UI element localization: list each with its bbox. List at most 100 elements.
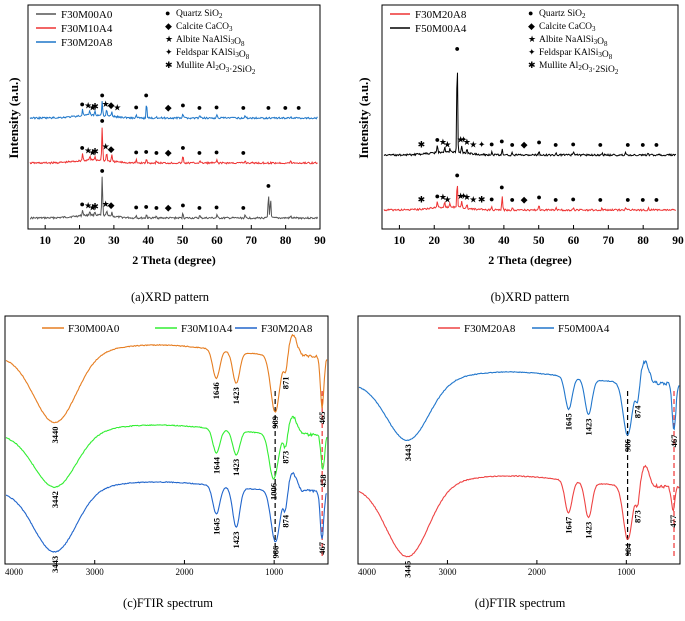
band-label: 1423 [584, 419, 594, 436]
phase-marker: ● [536, 137, 541, 147]
phase-marker: ★ [102, 99, 110, 109]
ftir-panel-c: 4000 3000 2000 1000 3440 1646 1423 989 871 465 F30… [4, 315, 329, 610]
x-tick-label: 90 [672, 235, 684, 247]
legend-label: F50M00A4 [558, 323, 610, 335]
y-axis-label: Intensity (a.u.) [6, 77, 21, 158]
x-tick-label: 60 [211, 235, 223, 247]
phase-marker: ● [180, 100, 185, 110]
phase-marker: ● [214, 147, 219, 157]
y-axis-label: Intensity (a.u.) [356, 77, 371, 158]
phase-marker: ◆ [165, 103, 172, 113]
phase-marker: ● [283, 103, 288, 113]
phase-marker: ★ [102, 141, 110, 151]
band-label: 1645 [211, 518, 221, 535]
legend-label: F30M10A4 [181, 323, 233, 335]
phase-marker: ● [266, 180, 271, 190]
x-tick-label: 40 [142, 235, 154, 247]
band-label: 984 [623, 543, 633, 557]
band-label: 989 [270, 416, 280, 429]
phase-marker: ★ [443, 140, 451, 150]
phase-marker: ◆ [108, 200, 115, 210]
ftir-series-line [5, 333, 328, 424]
phase-marker: ● [214, 202, 219, 212]
mineral-legend-symbol: ◆ [165, 21, 172, 31]
phase-marker: ✱ [478, 195, 486, 205]
x-tick-label: 4000 [5, 567, 24, 577]
caption: (d)FTIR spectrum [475, 596, 566, 610]
phase-marker: ★ [457, 191, 465, 201]
phase-marker: ● [455, 170, 460, 180]
phase-marker: ◆ [108, 100, 115, 110]
band-label: 1645 [564, 413, 574, 430]
mineral-legend-label: Albite NaAlSi3O8 [176, 35, 245, 48]
x-tick-label: 50 [533, 235, 545, 247]
ftir-series-line [5, 415, 328, 489]
phase-marker: ● [570, 139, 575, 149]
band-label: 873 [281, 451, 291, 464]
x-tick-label: 20 [74, 235, 86, 247]
band-label: 467 [317, 541, 327, 555]
phase-marker: ● [625, 195, 630, 205]
phase-marker: ★ [89, 103, 97, 113]
phase-marker: ◆ [165, 203, 172, 213]
band-label: 871 [281, 377, 291, 390]
phase-marker: ● [489, 139, 494, 149]
band-label: 467 [669, 434, 679, 448]
caption: (b)XRD pattern [491, 290, 571, 304]
band-label: 1423 [231, 459, 241, 476]
phase-marker: ● [143, 90, 148, 100]
phase-marker: ★ [102, 199, 110, 209]
plot-frame [357, 315, 681, 565]
phase-marker: ✱ [91, 201, 99, 211]
phase-marker: ✦ [478, 140, 486, 150]
mineral-legend-label: Feldspar KAlSi3O8 [176, 48, 250, 61]
xrd-series-line [29, 127, 318, 166]
band-label: 1423 [584, 522, 594, 539]
x-tick-label: 60 [568, 235, 580, 247]
phase-marker: ★ [443, 195, 451, 205]
phase-marker: ✦ [460, 191, 468, 201]
legend-label: F30M10A4 [61, 23, 113, 35]
phase-marker: ● [598, 140, 603, 150]
caption: (a)XRD pattern [131, 290, 210, 304]
x-tick-label: 70 [246, 235, 258, 247]
x-axis-label: 2 Theta (degree) [132, 253, 216, 267]
phase-marker: ★ [463, 192, 471, 202]
legend-label: F30M20A8 [415, 9, 467, 21]
phase-marker: ● [80, 143, 85, 153]
mineral-legend-symbol: ✱ [165, 60, 173, 70]
phase-marker: ● [296, 103, 301, 113]
band-label: 477 [668, 514, 678, 528]
band-label: 1646 [211, 382, 221, 399]
band-label: 1644 [211, 456, 221, 474]
phase-marker: ✱ [91, 146, 99, 156]
x-tick-label: 10 [39, 235, 51, 247]
phase-marker: ● [241, 148, 246, 158]
phase-marker: ★ [469, 140, 477, 150]
phase-marker: ✱ [91, 101, 99, 111]
ftir-series-line [358, 464, 680, 558]
phase-marker: ● [625, 140, 630, 150]
phase-marker: ● [536, 192, 541, 202]
legend-label: F30M20A8 [261, 323, 313, 335]
ftir-panel-d: 4000 3000 2000 1000 3445 1647 1423 984 873 477 F30… [357, 315, 681, 610]
band-label: 3443 [50, 556, 60, 573]
phase-marker: ● [197, 148, 202, 158]
band-label: 986 [623, 439, 633, 452]
mineral-legend-symbol: ★ [528, 34, 536, 44]
band-label: 3443 [403, 444, 413, 461]
x-tick-label: 1000 [265, 567, 284, 577]
mineral-legend-label: Quartz SiO2 [176, 9, 223, 20]
phase-marker: ★ [469, 195, 477, 205]
phase-marker: ◆ [521, 195, 528, 205]
phase-marker: ● [197, 203, 202, 213]
xrd-series-line [383, 72, 676, 158]
caption: (c)FTIR spectrum [123, 596, 213, 610]
phase-marker: ● [133, 102, 138, 112]
mineral-legend-symbol: ● [165, 8, 170, 18]
x-tick-label: 1000 [617, 567, 636, 577]
phase-marker: ● [553, 140, 558, 150]
phase-marker: ● [80, 99, 85, 109]
band-label: 874 [633, 405, 643, 419]
